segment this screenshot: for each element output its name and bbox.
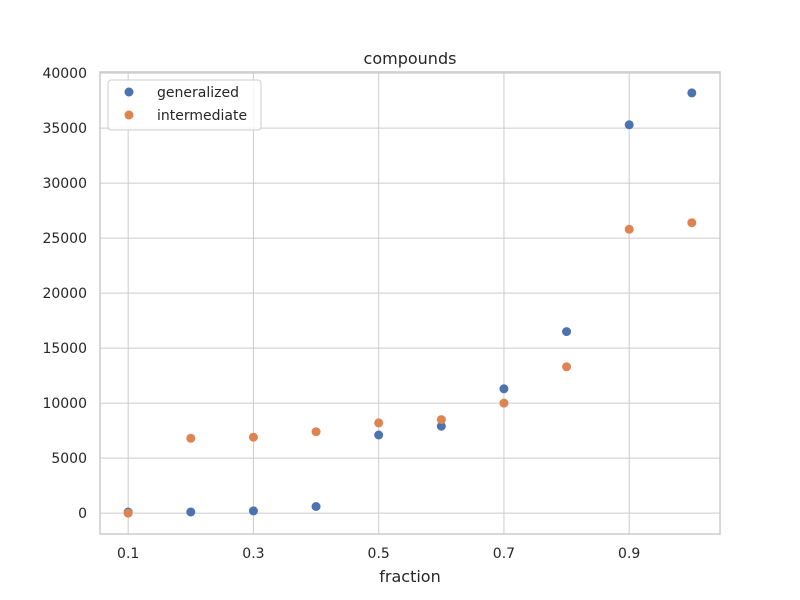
x-axis-ticks: 0.1 0.3 0.5 0.7 0.9 bbox=[117, 546, 640, 562]
point-intermediate bbox=[436, 415, 446, 425]
point-intermediate bbox=[311, 427, 321, 437]
y-tick-label: 0 bbox=[78, 506, 87, 522]
y-tick-label: 40000 bbox=[42, 66, 87, 82]
y-tick-label: 20000 bbox=[42, 286, 87, 302]
point-generalized bbox=[311, 502, 321, 511]
grid bbox=[100, 72, 720, 534]
y-tick-label: 15000 bbox=[42, 341, 87, 357]
series-intermediate bbox=[123, 218, 697, 518]
point-intermediate bbox=[248, 432, 258, 442]
plot-frame bbox=[99, 71, 721, 535]
x-tick-label: 0.9 bbox=[618, 546, 640, 562]
point-intermediate bbox=[186, 433, 196, 443]
chart-title: compounds bbox=[364, 49, 457, 68]
point-generalized bbox=[562, 327, 572, 337]
point-generalized bbox=[687, 88, 697, 98]
plot-background bbox=[100, 72, 720, 534]
point-generalized bbox=[499, 384, 509, 394]
point-intermediate bbox=[687, 218, 697, 228]
x-axis-title: fraction bbox=[379, 567, 440, 586]
x-tick-label: 0.3 bbox=[242, 546, 264, 562]
point-intermediate bbox=[123, 508, 133, 518]
y-axis-ticks: 0 5000 10000 15000 20000 25000 30000 35000 40000 bbox=[42, 66, 87, 522]
legend-marker-intermediate bbox=[124, 110, 134, 120]
point-intermediate bbox=[374, 418, 384, 428]
y-tick-label: 35000 bbox=[42, 121, 87, 137]
point-intermediate bbox=[562, 362, 572, 372]
y-tick-label: 10000 bbox=[42, 396, 87, 412]
y-tick-label: 30000 bbox=[42, 176, 87, 192]
y-tick-label: 25000 bbox=[42, 231, 87, 247]
legend: generalized intermediate bbox=[107, 79, 262, 131]
point-intermediate bbox=[624, 224, 634, 234]
point-intermediate bbox=[499, 398, 509, 408]
x-tick-label: 0.1 bbox=[117, 546, 139, 562]
point-generalized bbox=[436, 421, 446, 431]
y-tick-label: 5000 bbox=[51, 451, 87, 467]
legend-box bbox=[107, 79, 262, 131]
x-tick-label: 0.7 bbox=[493, 546, 515, 562]
point-generalized bbox=[186, 507, 196, 517]
series-generalized bbox=[123, 88, 697, 517]
point-generalized bbox=[248, 506, 258, 516]
x-tick-label: 0.5 bbox=[368, 546, 390, 562]
legend-label-intermediate: intermediate bbox=[157, 108, 247, 124]
legend-label-generalized: generalized bbox=[157, 85, 239, 101]
point-generalized bbox=[624, 120, 634, 130]
legend-marker-generalized bbox=[124, 87, 134, 97]
data-points bbox=[123, 88, 697, 518]
point-generalized bbox=[374, 430, 384, 440]
